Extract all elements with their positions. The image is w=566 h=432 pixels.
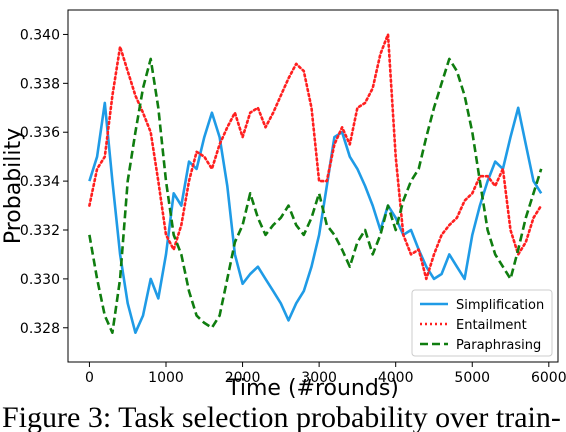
legend-box xyxy=(411,289,553,357)
series-line-entailment xyxy=(88,33,543,281)
series-layer xyxy=(88,33,543,335)
legend-entry: Paraphrasing xyxy=(456,338,541,353)
y-axis-label: Probability xyxy=(1,128,26,244)
x-axis: 0 1000 2000 3000 4000 5000 6000 xyxy=(85,362,566,386)
x-tick-label: 2000 xyxy=(225,370,261,386)
x-tick-label: 4000 xyxy=(378,370,414,386)
x-tick-label: 6000 xyxy=(531,370,566,386)
legend-entry: Entailment xyxy=(456,318,527,333)
x-tick-label: 0 xyxy=(85,370,94,386)
series-line-paraphrasing xyxy=(88,57,543,335)
x-tick-label: 5000 xyxy=(454,370,490,386)
x-tick-label: 3000 xyxy=(301,370,337,386)
y-axis: 0.328 0.330 0.332 0.334 0.336 0.338 0.340 xyxy=(20,27,68,337)
y-tick-label: 0.334 xyxy=(20,174,60,190)
y-tick-label: 0.332 xyxy=(20,223,60,239)
y-tick-label: 0.338 xyxy=(20,76,60,92)
y-tick-label: 0.330 xyxy=(20,272,60,288)
x-tick-label: 1000 xyxy=(148,370,184,386)
legend-entry: Simplification xyxy=(456,298,544,313)
legend: Simplification Entailment Paraphrasing xyxy=(411,289,553,357)
chart: 0 1000 2000 3000 4000 5000 6000 0.328 0.330 0.33… xyxy=(1,9,566,400)
series-line-simplification xyxy=(88,101,543,335)
axes-frame xyxy=(67,9,559,363)
figure-caption: Figure 3: Task selection probability ove… xyxy=(2,401,561,432)
y-tick-label: 0.340 xyxy=(20,27,60,43)
x-axis-label: Time (#rounds) xyxy=(226,376,399,400)
y-tick-label: 0.336 xyxy=(20,125,60,141)
y-tick-label: 0.328 xyxy=(20,321,60,337)
